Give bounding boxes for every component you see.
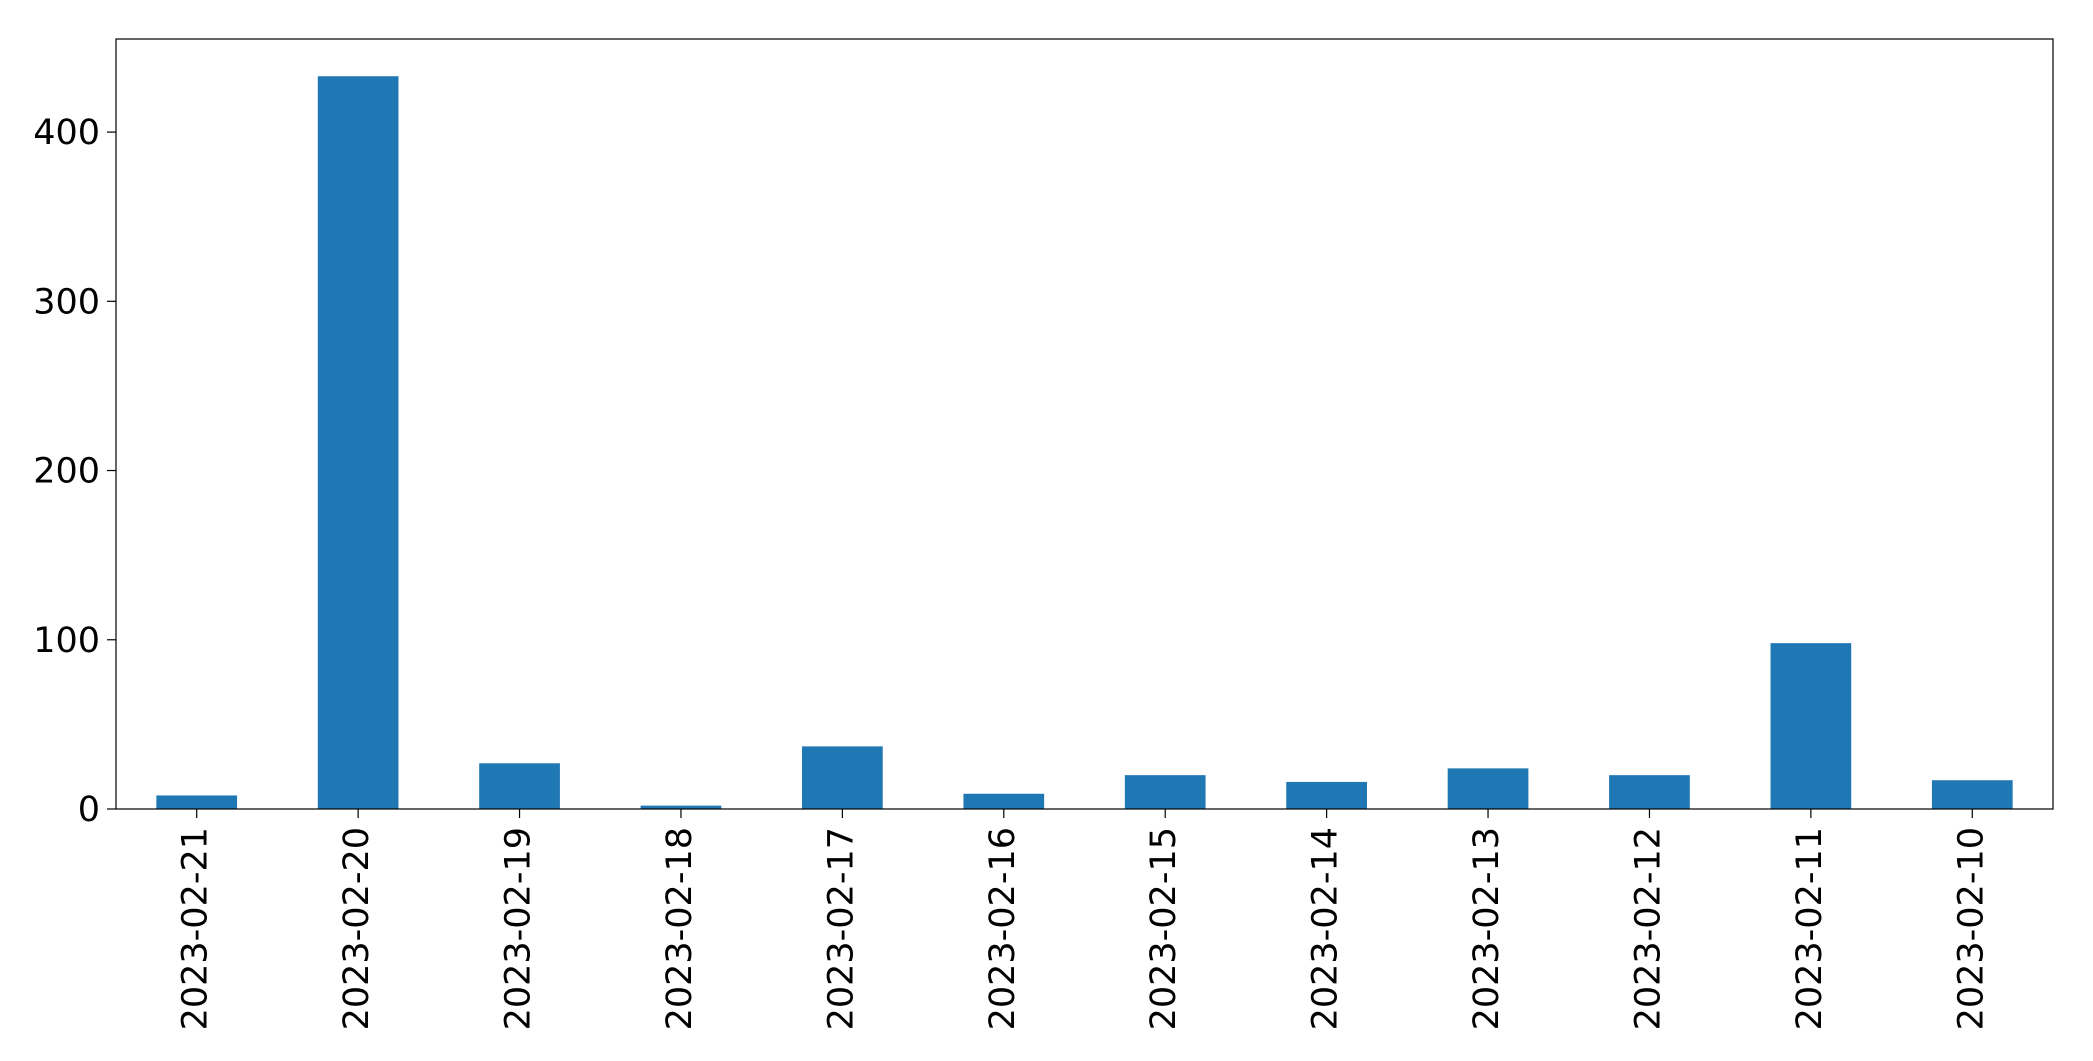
bar [1447,768,1529,809]
bar [1931,780,2013,809]
bar [1770,643,1852,809]
x-tick-label: 2023-02-15 [1144,827,1184,1030]
y-tick-label: 100 [33,621,100,661]
bar [802,746,883,809]
x-tick-label: 2023-02-17 [821,827,861,1030]
x-tick-label: 2023-02-11 [1790,827,1830,1030]
x-tick-label: 2023-02-20 [337,827,377,1030]
x-tick-label: 2023-02-10 [1951,827,1991,1030]
y-tick-label: 200 [33,452,100,492]
bar [317,76,399,809]
x-tick-label: 2023-02-12 [1628,827,1668,1030]
plot-frame [115,38,2054,810]
x-tick-label: 2023-02-16 [983,827,1023,1030]
x-tick-label: 2023-02-14 [1306,827,1346,1030]
bar [1124,775,1206,809]
y-tick-label: 0 [78,790,100,830]
bar [640,805,722,809]
x-tick-label: 2023-02-21 [176,827,216,1030]
bar [479,763,560,809]
bar [963,793,1045,809]
x-tick-label: 2023-02-19 [499,827,539,1030]
x-tick-label: 2023-02-18 [660,827,700,1030]
y-tick-label: 300 [33,282,100,322]
bar [1286,781,1367,809]
x-tick-label: 2023-02-13 [1467,827,1507,1030]
y-tick-label: 400 [33,113,100,153]
bar [156,795,238,809]
bar [1609,775,1690,809]
